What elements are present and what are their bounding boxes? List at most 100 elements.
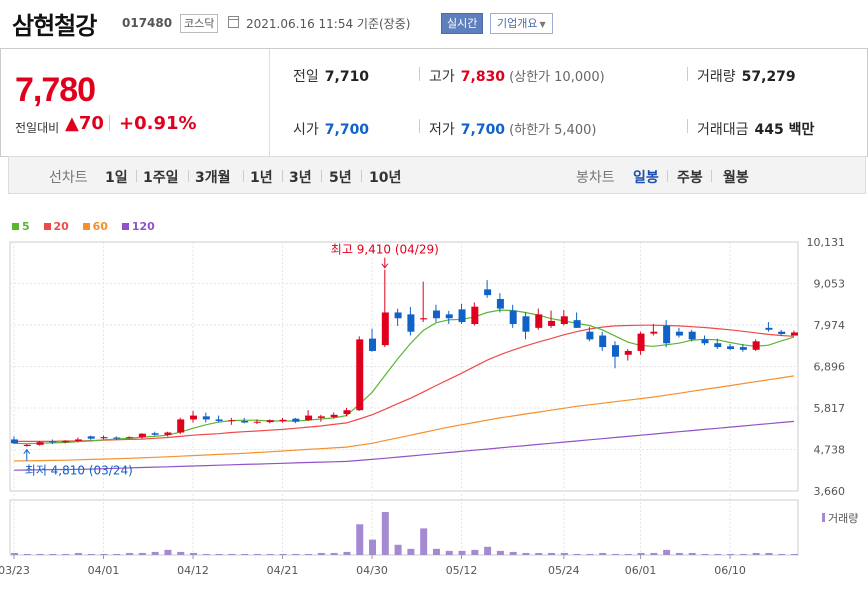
tab-monthly[interactable]: 월봉 [723, 170, 749, 186]
high-label: 고가 [429, 69, 455, 85]
volume-bar [23, 553, 31, 555]
tab-1year[interactable]: 1년 [250, 170, 273, 186]
volume-bar [701, 553, 709, 555]
volume-bar [369, 539, 377, 555]
candle-body [23, 444, 31, 446]
x-tick-label: 06/01 [625, 564, 657, 577]
candle-body [113, 437, 121, 439]
candle-body [74, 439, 82, 441]
x-tick-label: 04/21 [267, 564, 299, 577]
volume-bar [87, 553, 95, 555]
volume-bar [151, 551, 159, 555]
stock-code: 017480 [122, 16, 173, 30]
volume-bar [560, 552, 568, 555]
stock-chart: 5 20 60 120 10,131 9,053 7,974 6,896 5,817 4,… [0, 200, 868, 591]
volume-bar [688, 552, 696, 555]
candle-body [688, 331, 696, 340]
candle-body [663, 325, 671, 344]
candle-body [305, 415, 313, 421]
candle-body [509, 310, 517, 324]
low-arrowhead [23, 448, 31, 455]
candle-body [266, 420, 274, 423]
candle-body [151, 433, 159, 435]
candle-body [407, 314, 415, 332]
candle-body [202, 416, 210, 420]
tab-weekly[interactable]: 주봉 [677, 170, 703, 186]
volume-bar [241, 553, 249, 555]
x-tick-label: 05/24 [548, 564, 580, 577]
candle-body [701, 339, 709, 344]
y-tick-label: 5,817 [814, 402, 846, 415]
volume-bar [253, 553, 261, 555]
open-cell: 시가 7,700 [293, 119, 369, 139]
volume-bar [637, 552, 645, 555]
candle-body [343, 410, 351, 415]
tab-3month[interactable]: 3개월 [195, 170, 231, 186]
volume-bar [330, 552, 338, 555]
tab-daily[interactable]: 일봉 [633, 170, 659, 186]
candle-body [611, 345, 619, 357]
volume-bar [445, 550, 453, 555]
candle-body [381, 312, 389, 346]
candle-body [369, 338, 377, 351]
x-tick-label: 03/23 [0, 564, 30, 577]
candle-body [471, 306, 479, 324]
volume-bar [381, 512, 389, 555]
volume-bar [611, 553, 619, 555]
tab-divider [361, 170, 362, 182]
candle-body [126, 437, 134, 439]
candle-body [11, 439, 18, 444]
company-overview-label: 기업개요 [497, 17, 538, 30]
low-label: 저가 [429, 122, 455, 138]
divider [687, 67, 688, 81]
legend-item-ma60: 60 [82, 220, 108, 233]
volume-bar [394, 544, 402, 555]
chart-legend: 5 20 60 120 [12, 220, 165, 233]
trade-amount-value: 445 백만 [754, 122, 815, 138]
tab-divider [136, 170, 137, 182]
tab-5year[interactable]: 5년 [329, 170, 352, 186]
candle-body [87, 436, 95, 439]
candle-body [586, 331, 594, 340]
ma60-line [13, 375, 795, 462]
volume-bar [471, 549, 479, 555]
low-cell: 저가 7,700 (하한가 5,400) [429, 119, 596, 139]
legend-item-ma120: 120 [121, 220, 155, 233]
volume-bar [138, 552, 146, 555]
current-price: 7,780 [15, 71, 96, 109]
x-tick-label: 05/12 [446, 564, 478, 577]
tab-1day[interactable]: 1일 [105, 170, 128, 186]
candle-body [752, 341, 760, 350]
candle-body [36, 442, 44, 445]
volume-bar [432, 548, 440, 555]
company-overview-button[interactable]: 기업개요 ▼ [490, 13, 553, 34]
realtime-button[interactable]: 실시간 [441, 13, 484, 34]
current-price-box: 7,780 전일대비 ▲70 +0.91% [1, 49, 270, 156]
change-label: 전일대비 [15, 121, 60, 135]
candle-body [164, 432, 172, 435]
tab-1week[interactable]: 1주일 [143, 170, 179, 186]
candle-body [624, 350, 632, 355]
volume-bar [177, 551, 185, 555]
volume-bar [190, 552, 198, 555]
tab-10year[interactable]: 10년 [369, 170, 402, 186]
candle-body [714, 343, 722, 348]
volume-bar [458, 550, 466, 555]
volume-bar [420, 528, 428, 555]
volume-frame [9, 499, 799, 556]
volume-bar [791, 553, 798, 555]
stock-header: 삼현철강 017480 코스닥 2021.06.16 11:54 기준(장중) … [0, 0, 868, 48]
ma20-line [14, 324, 795, 442]
prev-close-value: 7,710 [324, 69, 370, 85]
volume-bar [752, 552, 760, 555]
x-tick-label: 04/12 [177, 564, 209, 577]
chart-period-tabs: 선차트 1일 1주일 3개월 1년 3년 5년 10년 봉차트 일봉 주봉 월봉 [8, 156, 866, 194]
volume-bar [535, 552, 543, 555]
candle-body [356, 339, 364, 411]
volume-bar [573, 553, 581, 555]
volume-bar [496, 550, 504, 555]
tab-3year[interactable]: 3년 [289, 170, 312, 186]
candle-body [535, 314, 543, 328]
candle-body [49, 441, 57, 443]
divider [419, 119, 420, 133]
